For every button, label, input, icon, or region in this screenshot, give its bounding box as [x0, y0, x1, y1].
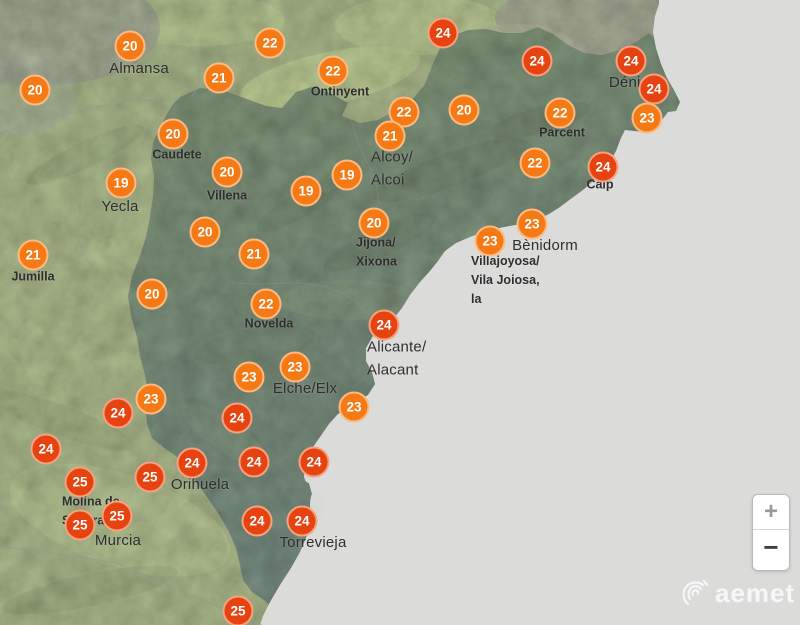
temp-marker[interactable]: 24 [221, 402, 253, 434]
temp-marker[interactable]: 22 [544, 97, 576, 129]
temp-marker[interactable]: 23 [338, 391, 370, 423]
temp-marker[interactable]: 25 [64, 466, 96, 498]
temp-marker[interactable]: 25 [101, 500, 133, 532]
place-label: Caudete [152, 147, 202, 162]
temp-marker[interactable]: 22 [250, 288, 282, 320]
temp-marker[interactable]: 24 [238, 446, 270, 478]
temp-marker[interactable]: 20 [189, 216, 221, 248]
temp-marker[interactable]: 24 [615, 45, 647, 77]
temp-marker[interactable]: 19 [331, 159, 363, 191]
temp-marker[interactable]: 24 [241, 505, 273, 537]
temp-marker[interactable]: 22 [317, 55, 349, 87]
temp-marker[interactable]: 24 [298, 446, 330, 478]
temp-marker[interactable]: 24 [638, 73, 670, 105]
place-label: Alcoy/ Alcoi [371, 148, 414, 189]
temp-marker[interactable]: 22 [519, 147, 551, 179]
temp-marker[interactable]: 25 [222, 595, 254, 625]
place-label: Villena [206, 188, 248, 203]
temp-marker[interactable]: 20 [157, 118, 189, 150]
temp-marker[interactable]: 21 [374, 120, 406, 152]
place-label: Alicante/ Alacant [367, 338, 427, 379]
temp-marker[interactable]: 20 [114, 30, 146, 62]
zoom-out-button[interactable]: − [753, 530, 789, 570]
aemet-logo-text: aemet [715, 577, 796, 608]
temp-marker[interactable]: 23 [135, 383, 167, 415]
place-label: Parcent [539, 125, 585, 140]
temp-marker[interactable]: 23 [474, 225, 506, 257]
temp-marker[interactable]: 21 [238, 238, 270, 270]
temp-marker[interactable]: 20 [136, 278, 168, 310]
temp-marker[interactable]: 21 [17, 239, 49, 271]
place-label: Jijona/ Xixona [356, 235, 397, 268]
temp-marker[interactable]: 22 [254, 27, 286, 59]
place-label: Ontinyent [310, 84, 370, 99]
place-label: Jumilla [11, 269, 55, 284]
temp-marker[interactable]: 25 [64, 509, 96, 541]
temp-marker[interactable]: 19 [105, 167, 137, 199]
zoom-in-button[interactable]: + [753, 495, 789, 530]
place-label: Murcia [94, 531, 142, 549]
place-label: Villajoyosa/ Vila Joiosa, la [471, 253, 540, 306]
place-label: Almansa [109, 59, 169, 77]
temp-marker[interactable]: 20 [19, 74, 51, 106]
temp-marker[interactable]: 19 [290, 175, 322, 207]
temp-marker[interactable]: 23 [233, 361, 265, 393]
temp-marker[interactable]: 24 [368, 309, 400, 341]
aemet-logo[interactable]: aemet [680, 577, 795, 609]
temp-marker[interactable]: 20 [211, 156, 243, 188]
place-label: Yecla [101, 197, 139, 215]
place-label: Bènidorm [512, 236, 578, 254]
temp-marker[interactable]: 24 [30, 433, 62, 465]
place-label: Novelda [244, 316, 294, 331]
temp-marker[interactable]: 23 [279, 351, 311, 383]
place-label: Orihuela [170, 475, 230, 493]
aemet-swirl-icon [682, 579, 709, 606]
minus-icon: − [763, 531, 779, 562]
temp-marker[interactable]: 24 [176, 447, 208, 479]
place-label: Torrevieja [279, 533, 347, 551]
temp-marker[interactable]: 25 [134, 461, 166, 493]
plus-icon: + [763, 498, 778, 525]
temp-marker[interactable]: 24 [427, 17, 459, 49]
temp-marker[interactable]: 24 [102, 397, 134, 429]
temp-marker[interactable]: 24 [521, 45, 553, 77]
temp-marker[interactable]: 24 [286, 505, 318, 537]
zoom-control: + − [752, 494, 790, 571]
temp-marker[interactable]: 24 [587, 151, 619, 183]
temp-marker[interactable]: 22 [388, 96, 420, 128]
temp-marker[interactable]: 23 [631, 102, 663, 134]
temp-marker[interactable]: 20 [358, 207, 390, 239]
place-label: Elche/Elx [272, 379, 338, 397]
temp-marker[interactable]: 20 [448, 94, 480, 126]
temp-marker[interactable]: 23 [516, 208, 548, 240]
temp-marker[interactable]: 21 [203, 62, 235, 94]
